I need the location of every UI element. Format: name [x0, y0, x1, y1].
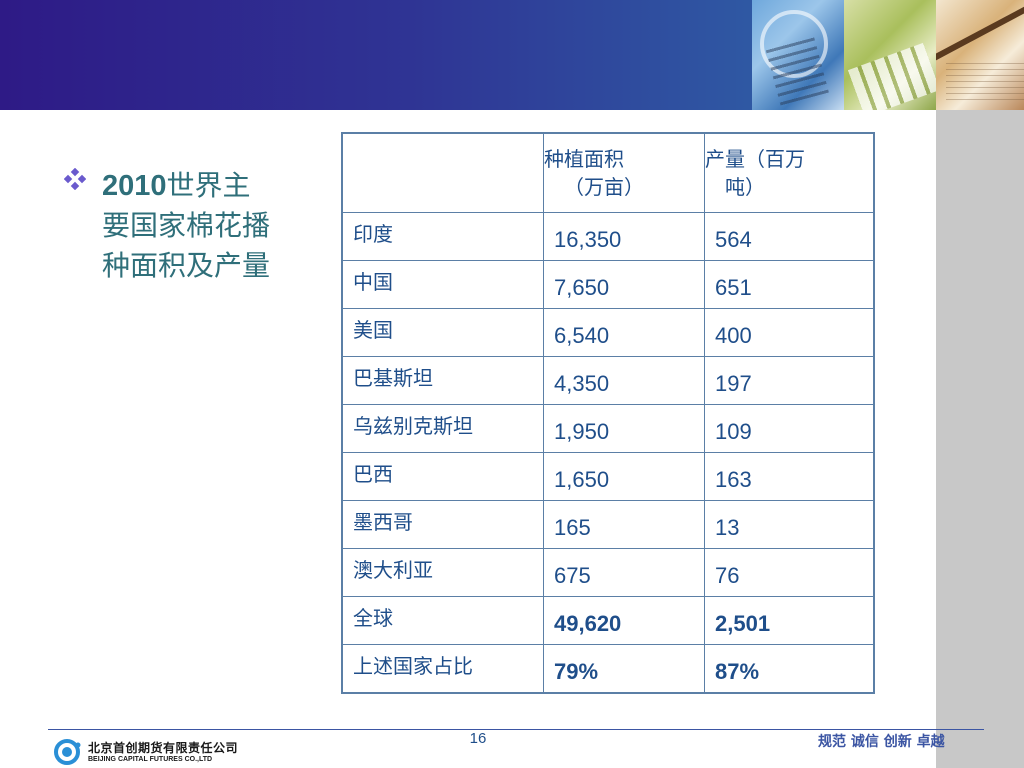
area-value: 79% — [554, 658, 599, 684]
country-name: 乌兹别克斯坦 — [353, 414, 473, 438]
table-row-share: 上述国家占比 79% 87% — [341, 644, 875, 694]
company-name-cn: 北京首创期货有限责任公司 — [88, 740, 239, 755]
header-photo-strip — [752, 0, 1024, 110]
header-area-line1: 种植面积 — [544, 147, 624, 171]
area-value: 16,350 — [554, 226, 622, 252]
header-empty-cell — [341, 132, 544, 213]
table-row: 中国 7,650 651 — [341, 260, 875, 309]
bullet-title: 2010世界主要国家棉花播种面积及产量 — [102, 166, 277, 286]
company-name-en: BEIJING CAPITAL FUTURES CO.,LTD — [88, 755, 213, 763]
output-value: 109 — [715, 418, 752, 444]
output-value: 564 — [715, 226, 752, 252]
header-area: 种植面积 （万亩） — [543, 132, 705, 213]
table-row: 美国 6,540 400 — [341, 308, 875, 357]
header-output-line2: 吨） — [725, 175, 765, 199]
table-row: 墨西哥 165 13 — [341, 500, 875, 549]
cotton-data-table: 种植面积 （万亩） 产量（百万吨） 印度 16,350 564 中国 7,650 … — [341, 132, 875, 694]
page-number: 16 — [469, 730, 487, 747]
header-photo-pen — [936, 0, 1024, 110]
header-output-line1: 产量（百万 — [705, 147, 805, 171]
table-row: 印度 16,350 564 — [341, 212, 875, 261]
bullet-title-text: 世界主要国家棉花播种面积及产量 — [102, 169, 271, 282]
area-value: 675 — [554, 562, 591, 588]
country-name: 澳大利亚 — [353, 558, 433, 582]
country-name: 巴基斯坦 — [353, 366, 433, 390]
company-logo: 北京首创期货有限责任公司 BEIJING CAPITAL FUTURES CO.… — [54, 739, 238, 765]
table-row: 澳大利亚 675 76 — [341, 548, 875, 597]
output-value: 197 — [715, 370, 752, 396]
area-value: 49,620 — [554, 610, 622, 636]
country-name: 全球 — [353, 606, 393, 630]
area-value: 4,350 — [554, 370, 610, 396]
country-name: 上述国家占比 — [353, 654, 473, 678]
area-value: 1,950 — [554, 418, 610, 444]
area-value: 165 — [554, 514, 591, 540]
output-value: 2,501 — [715, 610, 771, 636]
company-name-block: 北京首创期货有限责任公司 BEIJING CAPITAL FUTURES CO.… — [88, 741, 238, 764]
country-name: 巴西 — [353, 462, 393, 486]
table-row: 巴基斯坦 4,350 197 — [341, 356, 875, 405]
country-name: 美国 — [353, 318, 393, 342]
country-name: 墨西哥 — [353, 510, 413, 534]
footer-divider — [48, 729, 984, 730]
area-value: 6,540 — [554, 322, 610, 348]
output-value: 400 — [715, 322, 752, 348]
area-value: 7,650 — [554, 274, 610, 300]
output-value: 651 — [715, 274, 752, 300]
table-row: 巴西 1,650 163 — [341, 452, 875, 501]
company-logo-icon — [54, 739, 81, 765]
output-value: 13 — [715, 514, 740, 540]
country-name: 印度 — [353, 222, 393, 246]
table-row-total: 全球 49,620 2,501 — [341, 596, 875, 645]
header-photo-calculator — [844, 0, 936, 110]
header-photo-clock — [752, 0, 844, 110]
output-value: 87% — [715, 658, 760, 684]
company-slogan: 规范 诚信 创新 卓越 — [818, 734, 945, 750]
area-value: 1,650 — [554, 466, 610, 492]
header-output: 产量（百万吨） — [704, 132, 875, 213]
table-row: 乌兹别克斯坦 1,950 109 — [341, 404, 875, 453]
output-value: 163 — [715, 466, 752, 492]
header-area-line2: （万亩） — [564, 175, 644, 199]
diamond-dots-icon — [64, 168, 86, 190]
bullet-year: 2010 — [102, 170, 167, 202]
country-name: 中国 — [353, 270, 393, 294]
table-header-row: 种植面积 （万亩） 产量（百万吨） — [341, 132, 875, 213]
right-side-strip — [936, 110, 1024, 768]
output-value: 76 — [715, 562, 740, 588]
